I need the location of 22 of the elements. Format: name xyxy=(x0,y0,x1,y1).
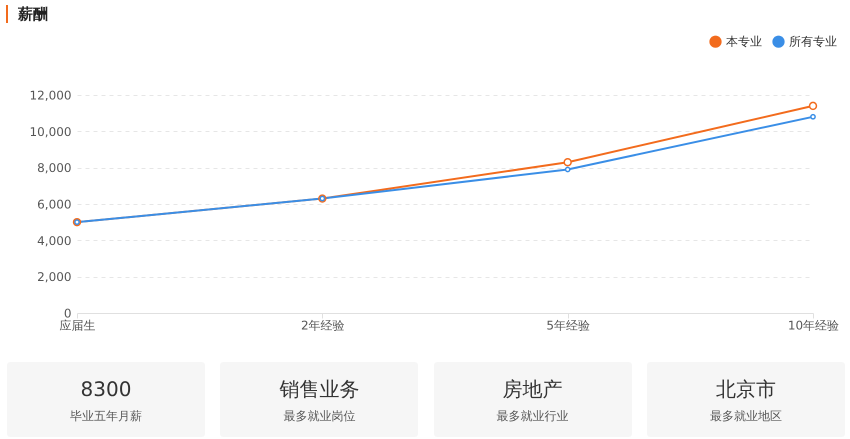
text: 最多就业地区 xyxy=(709,408,783,424)
text: 房地产 xyxy=(502,377,564,401)
y-tick-label: 4,000 xyxy=(37,234,72,248)
legend-label: 所有专业 xyxy=(789,34,837,49)
y-tick-label: 2,000 xyxy=(37,270,72,284)
legend-label: 本专业 xyxy=(726,34,762,49)
x-tick-label: 2年经验 xyxy=(301,318,345,332)
text: 毕业五年月薪 xyxy=(69,408,143,424)
y-tick-label: 8,000 xyxy=(37,161,72,176)
x-tick-label: 10年经验 xyxy=(788,318,840,332)
text: 最多就业岗位 xyxy=(282,408,356,424)
text: 销售业务 xyxy=(278,377,360,401)
y-tick-label: 10,000 xyxy=(30,124,72,139)
x-tick-label: 应届生 xyxy=(60,318,96,332)
text: 8300 xyxy=(80,377,132,401)
y-tick-label: 12,000 xyxy=(30,88,72,102)
text: 北京市 xyxy=(715,377,777,401)
y-tick-label: 6,000 xyxy=(37,198,72,212)
y-tick-label: 0 xyxy=(64,306,72,320)
text: 最多就业行业 xyxy=(496,408,570,424)
chart-title: 薪酬 xyxy=(18,4,48,24)
x-tick-label: 5年经验 xyxy=(546,318,590,332)
